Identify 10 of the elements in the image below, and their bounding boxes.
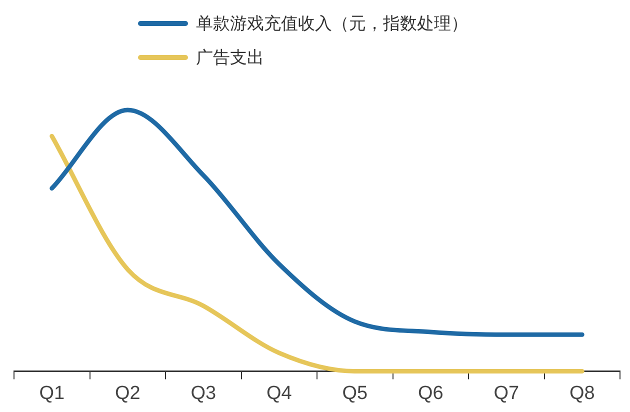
- x-tick-label: Q1: [39, 382, 65, 404]
- x-tick-label: Q7: [494, 382, 520, 404]
- x-tick-label: Q6: [418, 382, 444, 404]
- x-tick-label: Q8: [569, 382, 595, 404]
- x-tick-label: Q4: [266, 382, 292, 404]
- x-tick-label: Q5: [342, 382, 368, 404]
- x-tick-label: Q2: [114, 382, 140, 404]
- legend-label: 单款游戏充值收入（元，指数处理）: [196, 12, 468, 34]
- legend-label: 广告支出: [196, 46, 264, 68]
- x-tick-label: Q3: [190, 382, 216, 404]
